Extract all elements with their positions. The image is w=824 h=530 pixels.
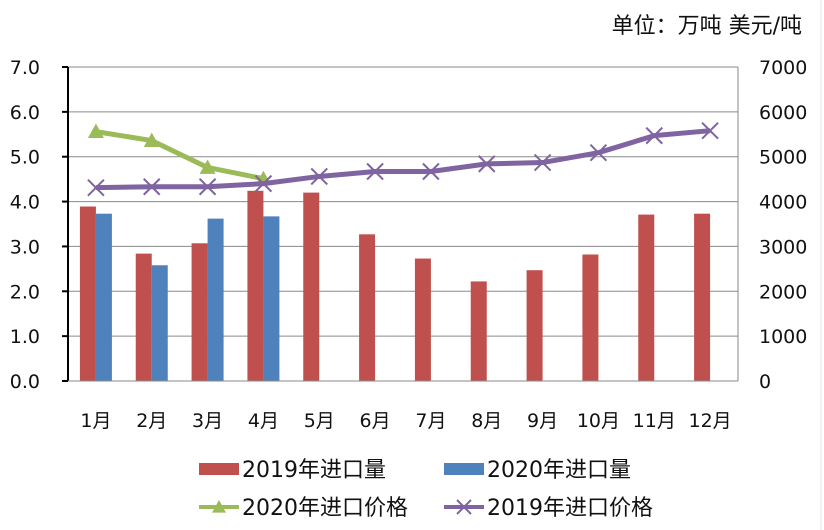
point-2019-price [198, 178, 217, 196]
point-2019-price [87, 178, 105, 197]
bar-2020-volume [95, 213, 112, 381]
bar-2020-volume [207, 218, 224, 381]
bar-2019-volume [526, 270, 543, 381]
point-2019-price [589, 143, 608, 162]
right-tick-label: 0 [759, 371, 771, 393]
x-marker-stroke [87, 178, 105, 197]
right-tick-label: 5000 [759, 147, 807, 169]
left-tick-label: 5.0 [10, 147, 40, 169]
legend-label: 2019年进口价格 [487, 496, 653, 521]
unit-label: 单位：万吨 美元/吨 [611, 14, 802, 39]
right-tick-label: 3000 [759, 236, 807, 258]
x-axis-ticks: 1月 2月 3月 4月 5月 6月 7月 8月 9月 10月 11月 12月 [80, 410, 731, 432]
legend-swatch [199, 463, 239, 475]
bars [79, 190, 711, 381]
legend-item: 2019年进口量 [199, 458, 386, 483]
point-2019-price [645, 126, 663, 145]
point-2019-price [533, 153, 552, 172]
point-2020-price [143, 132, 160, 147]
left-tick-label: 6.0 [10, 102, 40, 124]
x-marker-stroke [645, 126, 663, 145]
bar-2019-volume [694, 213, 711, 381]
x-marker-stroke [478, 155, 496, 173]
x-tick-label: 12月 [688, 410, 731, 432]
bar-2019-volume [414, 258, 431, 381]
bar-2019-volume [191, 243, 208, 381]
x-marker-stroke [366, 162, 384, 181]
bar-2020-volume [151, 265, 168, 381]
left-axis-ticks: 0.0 1.0 2.0 3.0 4.0 5.0 6.0 7.0 [10, 57, 40, 393]
point-2019-price [478, 155, 496, 173]
x-marker-stroke [589, 143, 608, 162]
x-marker-stroke [533, 153, 552, 172]
bar-2019-volume [582, 254, 599, 381]
x-tick-label: 3月 [192, 410, 223, 432]
x-marker-stroke [422, 162, 440, 181]
bar-2019-volume [638, 214, 655, 381]
right-tick-label: 1000 [759, 326, 807, 348]
legend-item: 2020年进口量 [444, 458, 631, 483]
left-tick-label: 1.0 [10, 326, 40, 348]
legend-label: 2020年进口量 [487, 458, 631, 483]
left-tick-label: 4.0 [10, 192, 40, 214]
right-tick-label: 6000 [759, 102, 807, 124]
left-tick-label: 3.0 [10, 236, 40, 258]
legend-item: 2020年进口价格 [199, 496, 408, 521]
bar-2019-volume [247, 190, 264, 381]
right-tick-label: 2000 [759, 281, 807, 303]
x-tick-label: 5月 [304, 410, 335, 432]
line-2019-price [95, 128, 711, 191]
point-2019-price [701, 121, 719, 140]
bar-2019-volume [359, 234, 376, 381]
lines [87, 121, 719, 197]
point-2019-price [422, 162, 440, 181]
point-2019-price [143, 178, 161, 196]
left-tick-label: 0.0 [10, 371, 40, 393]
x-tick-label: 4月 [248, 410, 279, 432]
x-marker-stroke [143, 178, 161, 196]
point-2019-price [366, 162, 384, 181]
left-tick-label: 2.0 [10, 281, 40, 303]
bar-2020-volume [263, 216, 280, 381]
legend-item: 2019年进口价格 [444, 496, 653, 521]
point-2019-price [254, 174, 273, 193]
x-tick-label: 9月 [527, 410, 558, 432]
right-tick-label: 7000 [759, 57, 807, 79]
axes [62, 0, 822, 530]
x-tick-label: 11月 [633, 410, 676, 432]
legend: 2019年进口量 2020年进口量 2020年进口价格 2019年进口价格 [199, 458, 653, 521]
point-2020-price [87, 123, 104, 138]
point-2019-price [310, 167, 328, 186]
left-tick-label: 7.0 [10, 57, 40, 79]
bar-2019-volume [135, 253, 152, 381]
gridlines [68, 66, 738, 337]
x-marker-stroke [701, 121, 719, 140]
legend-label: 2019年进口量 [242, 458, 386, 483]
line-2020-price [95, 129, 264, 182]
x-marker-stroke [198, 178, 217, 196]
legend-triangle-marker [212, 500, 226, 513]
legend-x-marker [456, 499, 472, 515]
right-axis-ticks: 0 1000 2000 3000 4000 5000 6000 7000 [759, 57, 807, 393]
x-tick-label: 7月 [415, 410, 446, 432]
x-tick-label: 10月 [577, 410, 620, 432]
right-tick-label: 4000 [759, 192, 807, 214]
point-2020-price [199, 159, 216, 174]
x-tick-label: 6月 [360, 410, 391, 432]
bar-2019-volume [79, 206, 96, 381]
bar-2019-volume [470, 281, 487, 381]
x-marker-stroke [310, 167, 328, 186]
bar-2019-volume [303, 192, 320, 381]
legend-label: 2020年进口价格 [242, 496, 408, 521]
x-tick-label: 8月 [471, 410, 502, 432]
x-marker-stroke [254, 174, 273, 193]
x-tick-label: 2月 [136, 410, 167, 432]
x-tick-label: 1月 [80, 410, 111, 432]
legend-swatch [444, 463, 484, 475]
